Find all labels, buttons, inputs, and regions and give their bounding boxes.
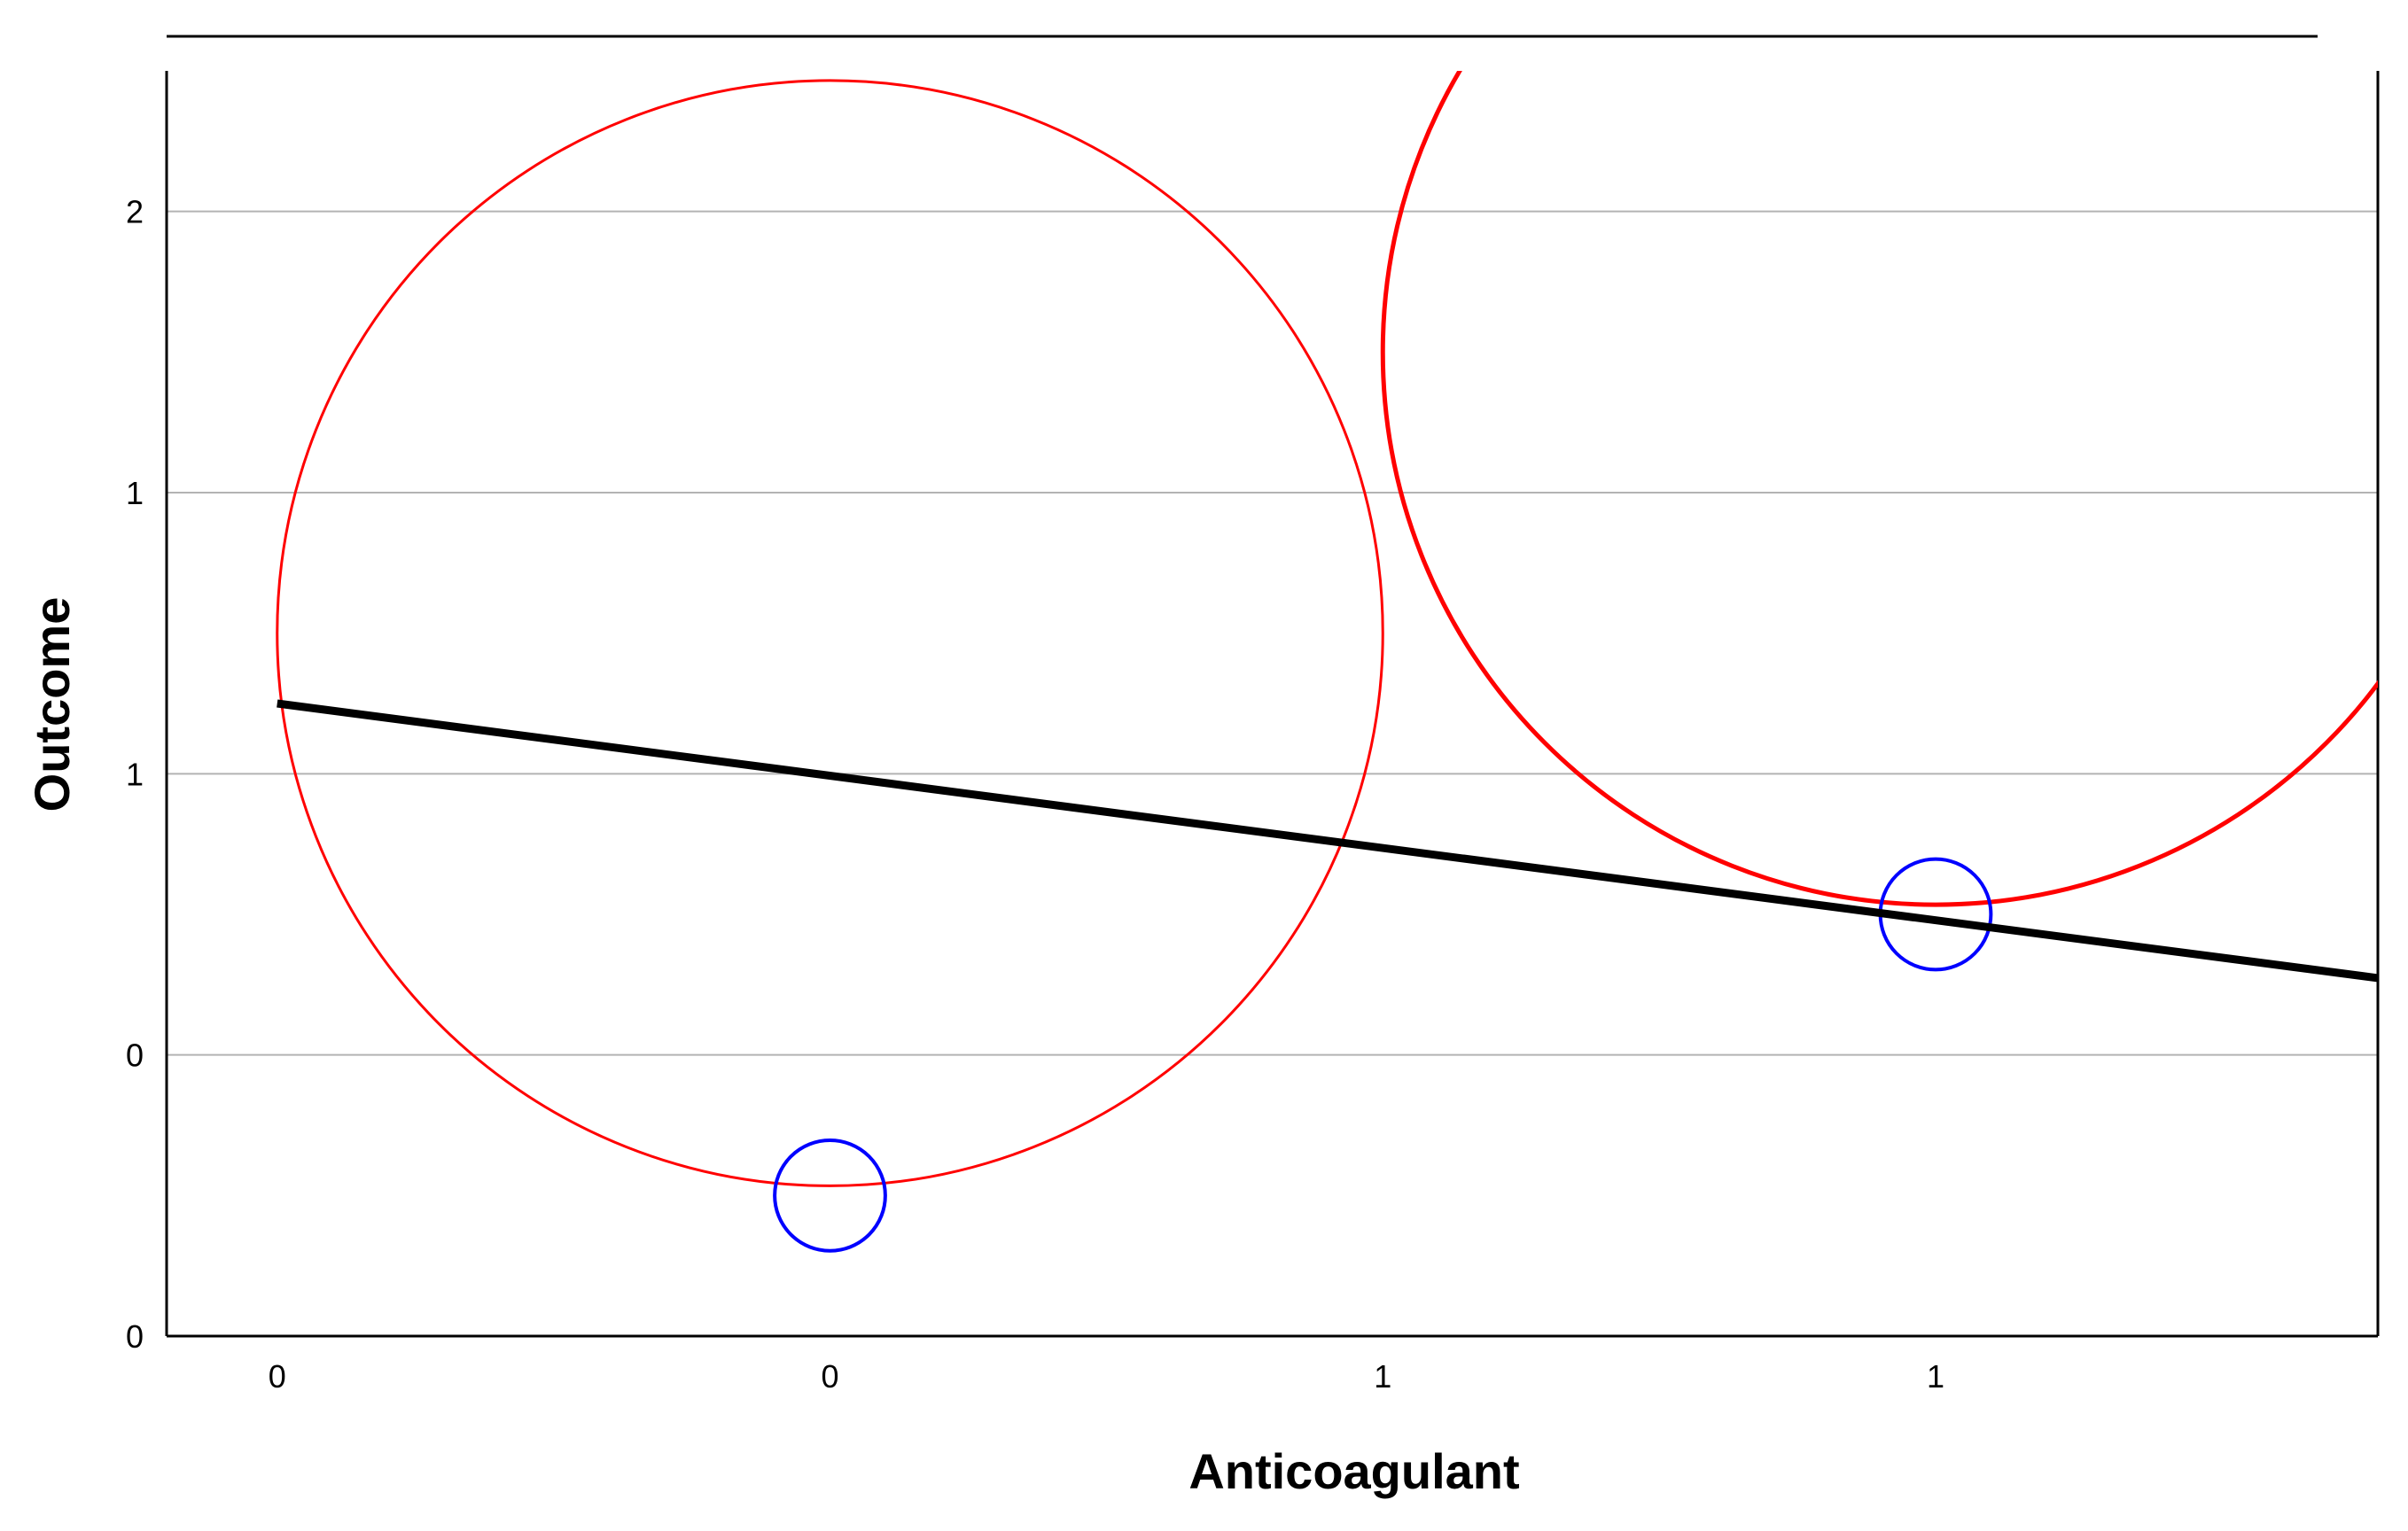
y-tick-label-3: 1 (126, 475, 144, 511)
gridlines (167, 210, 2378, 1056)
series-1-point-2 (1380, 71, 2378, 907)
data-marks (276, 71, 2378, 1253)
x-tick-label-2: 1 (1374, 1358, 1391, 1395)
y-axis-label: Outcome (24, 597, 80, 812)
y-tick-label-1: 0 (126, 1038, 144, 1074)
x-tick-label-1: 0 (821, 1358, 838, 1395)
fit-line (277, 699, 2379, 983)
y-tick-label-2: 1 (126, 756, 144, 792)
y-tick-label-0: 0 (126, 1318, 144, 1355)
x-tick-labels: 0 0 1 1 (269, 1358, 1944, 1395)
series-2-point-1 (773, 1138, 887, 1253)
series-1-point-1 (276, 79, 1384, 1187)
fit-line-group (277, 699, 2379, 983)
y-tick-labels: 0 0 1 1 2 (126, 194, 144, 1355)
x-tick-label-3: 1 (1927, 1358, 1944, 1395)
y-tick-label-4: 2 (126, 194, 144, 230)
x-tick-label-0: 0 (269, 1358, 286, 1395)
plot-frame (165, 71, 2380, 1338)
x-axis-label: Anticoagulant (1188, 1443, 1519, 1499)
